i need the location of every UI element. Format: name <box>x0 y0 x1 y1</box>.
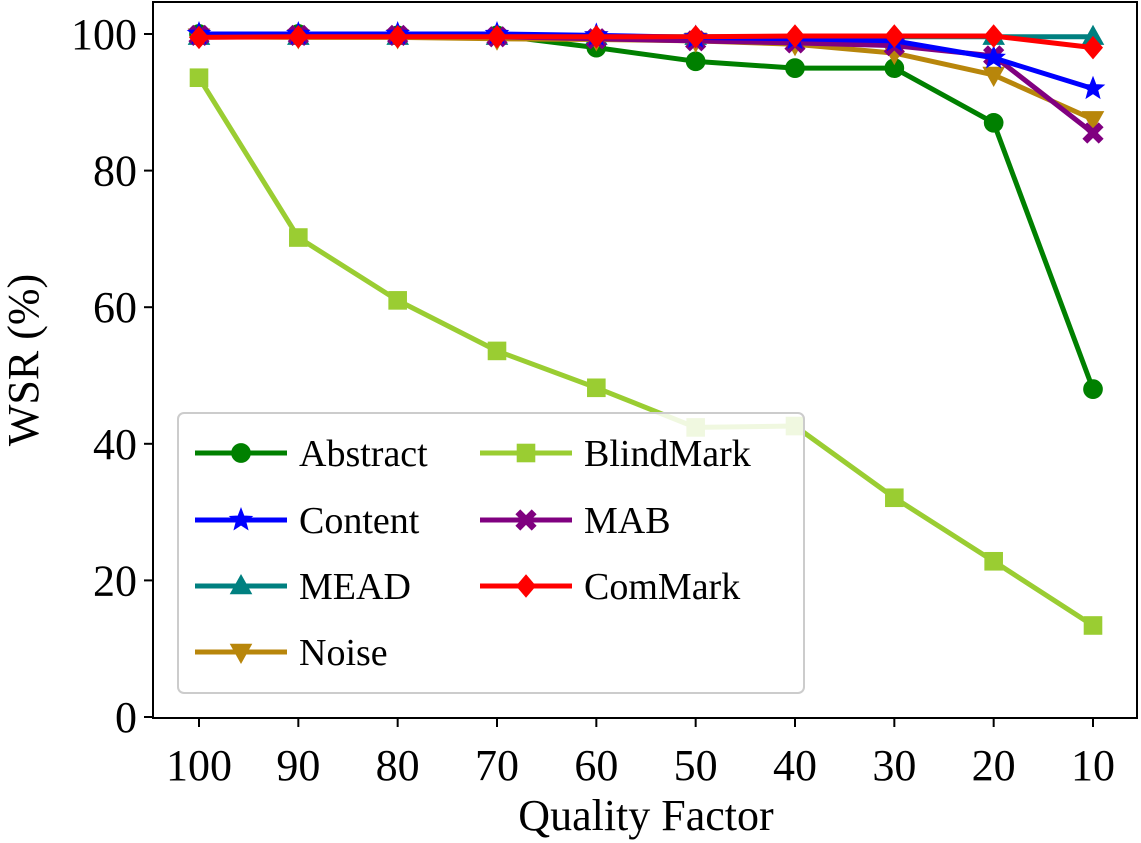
series-noise <box>187 28 1105 132</box>
data-point-commark <box>884 24 905 48</box>
data-point-noise <box>1081 111 1105 132</box>
legend-item-blindmark: BlindMark <box>480 433 751 475</box>
x-tick-label: 20 <box>972 741 1016 790</box>
x-tick-label: 50 <box>674 741 718 790</box>
y-tick-label: 20 <box>93 556 137 605</box>
legend-item-commark: ComMark <box>480 566 740 608</box>
legend-label-noise: Noise <box>299 632 388 674</box>
legend: Abstract BlindMark Content MAB MEAD ComMark No… <box>177 412 805 694</box>
legend-marker-abstract <box>231 443 251 463</box>
plot-border <box>152 1 1138 719</box>
data-point-blindmark <box>587 378 606 398</box>
x-axis-title: Quality Factor <box>518 791 774 840</box>
y-axis: 0 20 40 60 80 100 <box>71 10 153 742</box>
plot-frame <box>152 1 1138 719</box>
data-point-commark <box>387 24 408 49</box>
y-tick-label: 0 <box>115 693 137 742</box>
data-point-abstract <box>685 51 706 72</box>
legend-box <box>177 412 805 694</box>
data-point-commark <box>685 24 706 49</box>
legend-label-abstract: Abstract <box>299 433 428 475</box>
y-tick-label: 80 <box>93 147 137 196</box>
legend-label-mab: MAB <box>584 500 671 542</box>
series-mab <box>188 24 1104 144</box>
data-point-blindmark <box>885 488 904 508</box>
data-point-noise <box>982 66 1005 88</box>
data-point-blindmark <box>189 68 209 88</box>
series-commark <box>188 24 1104 60</box>
y-axis-title: WSR (%) <box>0 274 48 446</box>
legend-label-commark: ComMark <box>584 566 740 608</box>
legend-item-mead: MEAD <box>195 566 411 608</box>
data-point-commark <box>586 24 607 49</box>
x-tick-label: 70 <box>475 741 519 790</box>
legend-label-mead: MEAD <box>299 566 411 608</box>
x-tick-label: 100 <box>166 741 232 790</box>
x-axis: 100 90 80 70 60 50 40 30 20 10 <box>166 718 1115 790</box>
legend-label-blindmark: BlindMark <box>584 433 751 475</box>
series-line-blindmark <box>196 76 1095 628</box>
legend-label-content: Content <box>299 500 420 542</box>
x-tick-label: 60 <box>574 741 618 790</box>
legend-marker-content <box>228 507 254 531</box>
y-tick-label: 100 <box>71 10 137 59</box>
legend-marker-noise <box>229 643 253 665</box>
x-tick-label: 10 <box>1071 741 1115 790</box>
series-line-noise <box>198 34 1095 122</box>
data-point-abstract <box>785 58 805 79</box>
legend-item-noise: Noise <box>195 632 388 674</box>
data-point-commark <box>784 24 806 48</box>
data-point-blindmark <box>289 228 308 247</box>
data-point-blindmark <box>388 291 407 310</box>
data-point-abstract <box>1083 379 1103 400</box>
series-line-abstract <box>199 31 1096 391</box>
data-point-content <box>981 44 1006 69</box>
data-point-abstract <box>983 112 1004 133</box>
series-group <box>186 21 1106 635</box>
y-tick-label: 60 <box>93 283 137 332</box>
legend-item-abstract: Abstract <box>195 433 428 475</box>
data-point-content <box>1080 75 1106 100</box>
data-point-commark <box>188 25 210 50</box>
data-point-blindmark <box>487 341 507 361</box>
legend-marker-commark <box>515 574 537 598</box>
data-point-mab <box>1082 122 1104 144</box>
legend-marker-mab <box>515 509 537 531</box>
data-point-blindmark <box>984 551 1003 571</box>
x-tick-label: 80 <box>376 741 420 790</box>
series-abstract <box>189 24 1103 400</box>
data-point-commark <box>983 24 1004 48</box>
legend-marker-blindmark <box>516 443 536 463</box>
legend-item-mab: MAB <box>480 500 671 542</box>
data-point-commark <box>486 24 508 49</box>
data-point-blindmark <box>1083 616 1103 635</box>
x-tick-label: 90 <box>276 741 320 790</box>
data-point-commark <box>1082 35 1104 60</box>
legend-marker-mead <box>229 573 253 595</box>
data-point-commark <box>288 24 309 49</box>
x-tick-label: 40 <box>773 741 817 790</box>
y-tick-label: 40 <box>93 420 137 469</box>
series-line-commark <box>198 33 1094 51</box>
x-tick-label: 30 <box>872 741 916 790</box>
legend-item-content: Content <box>195 500 420 542</box>
